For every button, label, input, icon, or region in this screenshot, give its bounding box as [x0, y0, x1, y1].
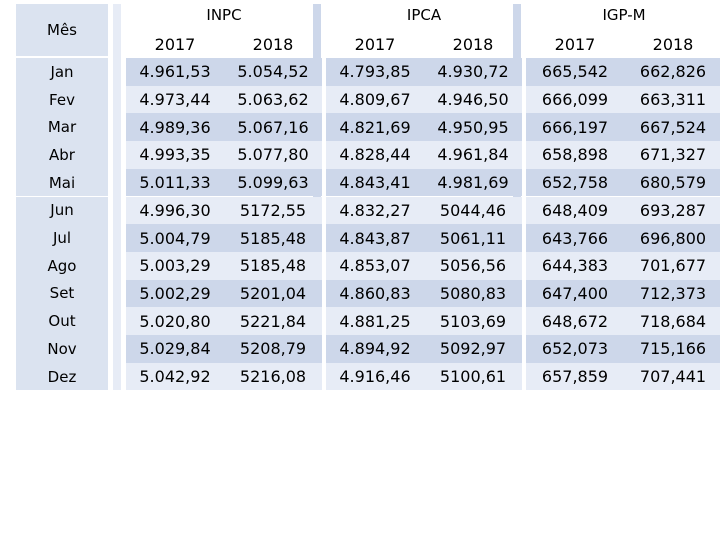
- value-cell: 4.930,72: [424, 58, 522, 86]
- month-cell: Mai: [16, 168, 108, 197]
- value-cell: 657,859: [526, 362, 624, 391]
- year-header: 2017: [354, 34, 396, 54]
- value-cell: 647,400: [526, 279, 624, 308]
- year-header: 2018: [652, 34, 694, 54]
- value-cell: 4.894,92: [326, 335, 424, 363]
- month-cell: Ago: [16, 251, 108, 280]
- value-cell: 663,311: [624, 85, 720, 114]
- column-separator: [113, 4, 121, 391]
- month-cell: Mar: [16, 113, 108, 142]
- value-cell: 667,524: [624, 113, 720, 142]
- value-cell: 648,672: [526, 307, 624, 335]
- month-cell: Dez: [16, 362, 108, 391]
- value-cell: 652,073: [526, 335, 624, 363]
- value-cell: 696,800: [624, 224, 720, 252]
- value-cell: 5.099,63: [224, 168, 322, 197]
- month-cell: Jul: [16, 224, 108, 252]
- month-cell: Jun: [16, 196, 108, 225]
- value-cell: 5092,97: [424, 335, 522, 363]
- value-cell: 4.993,35: [126, 141, 224, 169]
- value-cell: 5216,08: [224, 362, 322, 391]
- value-cell: 5208,79: [224, 335, 322, 363]
- value-cell: 671,327: [624, 141, 720, 169]
- value-cell: 712,373: [624, 279, 720, 308]
- value-cell: 652,758: [526, 168, 624, 197]
- value-cell: 4.981,69: [424, 168, 522, 197]
- year-header: 2017: [554, 34, 596, 54]
- group-header-inpc: INPC: [206, 6, 242, 24]
- value-cell: 4.881,25: [326, 307, 424, 335]
- value-cell: 5221,84: [224, 307, 322, 335]
- value-cell: 5172,55: [224, 196, 322, 225]
- value-cell: 4.860,83: [326, 279, 424, 308]
- value-cell: 4.961,84: [424, 141, 522, 169]
- value-cell: 5061,11: [424, 224, 522, 252]
- value-cell: 5103,69: [424, 307, 522, 335]
- value-cell: 5.054,52: [224, 58, 322, 86]
- value-cell: 4.973,44: [126, 85, 224, 114]
- value-cell: 701,677: [624, 251, 720, 280]
- value-cell: 4.996,30: [126, 196, 224, 225]
- value-cell: 5.020,80: [126, 307, 224, 335]
- value-cell: 5.002,29: [126, 279, 224, 308]
- year-header: 2017: [154, 34, 196, 54]
- group-header-igp-m: IGP-M: [602, 6, 646, 24]
- value-cell: 5.004,79: [126, 224, 224, 252]
- month-cell: Abr: [16, 141, 108, 169]
- value-cell: 5044,46: [424, 196, 522, 225]
- group-header-ipca: IPCA: [406, 6, 442, 24]
- value-cell: 666,197: [526, 113, 624, 142]
- value-cell: 643,766: [526, 224, 624, 252]
- value-cell: 5.067,16: [224, 113, 322, 142]
- value-cell: 5056,56: [424, 251, 522, 280]
- value-cell: 662,826: [624, 58, 720, 86]
- value-cell: 4.950,95: [424, 113, 522, 142]
- value-cell: 4.853,07: [326, 251, 424, 280]
- value-cell: 5.063,62: [224, 85, 322, 114]
- value-cell: 648,409: [526, 196, 624, 225]
- value-cell: 715,166: [624, 335, 720, 363]
- month-cell: Set: [16, 279, 108, 308]
- value-cell: 644,383: [526, 251, 624, 280]
- value-cell: 5.077,80: [224, 141, 322, 169]
- month-cell: Nov: [16, 335, 108, 363]
- value-cell: 4.832,27: [326, 196, 424, 225]
- year-header: 2018: [452, 34, 494, 54]
- value-cell: 5080,83: [424, 279, 522, 308]
- value-cell: 4.989,36: [126, 113, 224, 142]
- value-cell: 5185,48: [224, 224, 322, 252]
- value-cell: 4.821,69: [326, 113, 424, 142]
- value-cell: 718,684: [624, 307, 720, 335]
- value-cell: 5.029,84: [126, 335, 224, 363]
- value-cell: 658,898: [526, 141, 624, 169]
- value-cell: 4.828,44: [326, 141, 424, 169]
- value-cell: 4.961,53: [126, 58, 224, 86]
- value-cell: 693,287: [624, 196, 720, 225]
- value-cell: 5185,48: [224, 251, 322, 280]
- value-cell: 5201,04: [224, 279, 322, 308]
- value-cell: 4.946,50: [424, 85, 522, 114]
- value-cell: 680,579: [624, 168, 720, 197]
- value-cell: 4.809,67: [326, 85, 424, 114]
- month-cell: Fev: [16, 85, 108, 114]
- value-cell: 707,441: [624, 362, 720, 391]
- value-cell: 4.793,85: [326, 58, 424, 86]
- value-cell: 666,099: [526, 85, 624, 114]
- value-cell: 4.843,41: [326, 168, 424, 197]
- value-cell: 5100,61: [424, 362, 522, 391]
- value-cell: 4.916,46: [326, 362, 424, 391]
- month-header: Mês: [16, 4, 108, 56]
- value-cell: 665,542: [526, 58, 624, 86]
- year-header: 2018: [252, 34, 294, 54]
- value-cell: 5.003,29: [126, 251, 224, 280]
- value-cell: 4.843,87: [326, 224, 424, 252]
- value-cell: 5.011,33: [126, 168, 224, 197]
- month-cell: Out: [16, 307, 108, 335]
- value-cell: 5.042,92: [126, 362, 224, 391]
- month-cell: Jan: [16, 58, 108, 86]
